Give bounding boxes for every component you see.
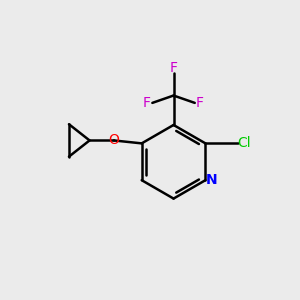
Text: N: N	[206, 173, 217, 187]
Text: F: F	[169, 61, 178, 75]
Text: F: F	[196, 96, 204, 110]
Text: F: F	[143, 96, 151, 110]
Text: Cl: Cl	[238, 136, 251, 150]
Text: O: O	[108, 133, 119, 147]
